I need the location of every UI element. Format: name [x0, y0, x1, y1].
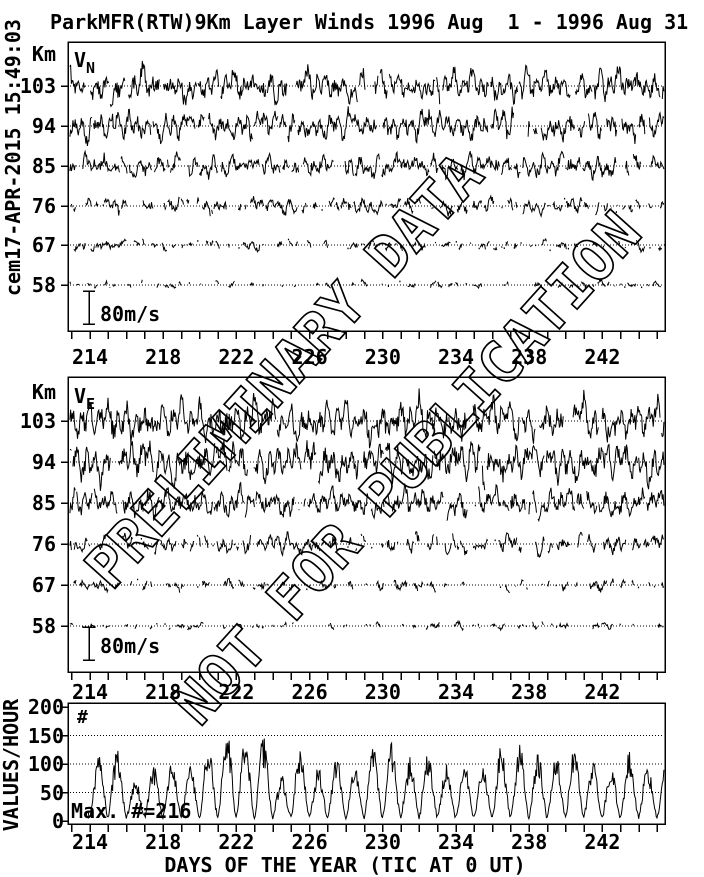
- counts-y-tick-label-50: 50: [39, 780, 64, 805]
- km-unit-label-vn: Km: [31, 42, 56, 66]
- km-tick-label-ve-76: 76: [31, 532, 56, 556]
- x-tick-label-ve-226: 226: [291, 680, 328, 704]
- km-tick-label-ve-85: 85: [31, 491, 56, 515]
- x-tick-label-vn-214: 214: [71, 345, 109, 369]
- plot-graphics: [61, 41, 666, 832]
- km-tick-label-ve-103: 103: [19, 409, 56, 433]
- panel-counts-label: #: [77, 707, 88, 728]
- counts-y-tick-label-100: 100: [27, 752, 64, 776]
- km-tick-label-vn-103: 103: [19, 74, 56, 98]
- x-tick-label-ve-238: 238: [511, 680, 548, 704]
- x-axis-title: DAYS OF THE YEAR (TIC AT 0 UT): [164, 853, 526, 877]
- km-tick-label-vn-58: 58: [31, 273, 56, 297]
- x-tick-label-counts-222: 222: [218, 830, 255, 854]
- km-tick-label-ve-94: 94: [31, 450, 56, 474]
- x-tick-label-vn-242: 242: [584, 345, 621, 369]
- panel-vn-label-sub: N: [86, 59, 96, 77]
- x-tick-label-counts-226: 226: [291, 830, 328, 854]
- counts-y-tick-label-200: 200: [27, 695, 64, 719]
- x-tick-label-vn-222: 222: [218, 345, 255, 369]
- x-tick-label-ve-218: 218: [145, 680, 182, 704]
- x-tick-label-vn-226: 226: [291, 345, 328, 369]
- panel-vn-label-main: V: [74, 48, 87, 72]
- counts-y-tick-label-150: 150: [27, 723, 64, 748]
- panel-vn-label: VN: [74, 50, 95, 76]
- x-tick-label-counts-214: 214: [71, 830, 109, 854]
- x-tick-label-counts-218: 218: [145, 830, 182, 854]
- x-tick-label-ve-242: 242: [584, 680, 621, 704]
- page-title: ParkMFR(RTW)9Km Layer Winds 1996 Aug 1 -…: [50, 10, 689, 34]
- x-tick-label-vn-218: 218: [145, 345, 182, 369]
- km-tick-label-vn-76: 76: [31, 194, 56, 218]
- x-tick-label-ve-214: 214: [71, 680, 109, 704]
- x-tick-label-vn-238: 238: [511, 345, 548, 369]
- km-tick-label-vn-85: 85: [31, 154, 56, 178]
- x-tick-label-ve-222: 222: [218, 680, 255, 704]
- x-tick-label-vn-234: 234: [437, 345, 475, 369]
- km-tick-label-vn-67: 67: [31, 233, 56, 257]
- x-tick-label-ve-234: 234: [437, 680, 475, 704]
- x-tick-label-counts-238: 238: [511, 830, 548, 854]
- km-tick-label-vn-94: 94: [31, 114, 56, 138]
- km-tick-label-ve-67: 67: [31, 573, 56, 597]
- x-tick-label-counts-242: 242: [584, 830, 621, 854]
- km-unit-label-ve: Km: [31, 380, 56, 404]
- scale-bar-label-ve: 80m/s: [100, 634, 161, 658]
- counts-y-tick-label-0: 0: [51, 809, 64, 833]
- watermark-preliminary-data: PRELIMINARY DATA: [72, 141, 496, 602]
- panel-ve-label-main: V: [74, 384, 87, 408]
- km-tick-label-ve-58: 58: [31, 614, 56, 638]
- x-tick-label-ve-230: 230: [364, 680, 401, 704]
- x-tick-label-vn-230: 230: [364, 345, 401, 369]
- x-tick-label-counts-230: 230: [364, 830, 401, 854]
- scale-bar-label-vn: 80m/s: [100, 302, 161, 326]
- x-tick-label-counts-234: 234: [437, 830, 475, 854]
